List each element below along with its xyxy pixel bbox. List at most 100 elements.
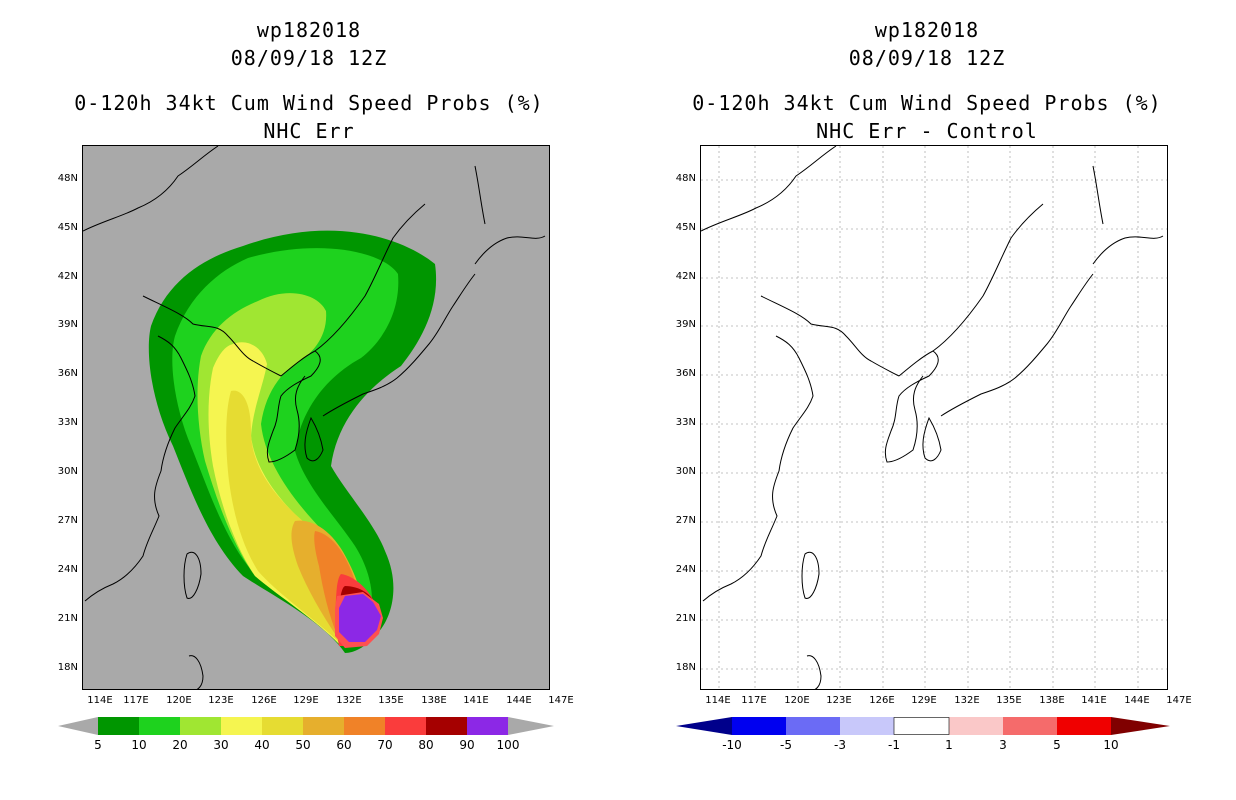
korea-peninsula (266, 350, 321, 463)
japan-kyushu (304, 416, 324, 462)
taiwan (183, 551, 202, 599)
china-north-coast (701, 146, 837, 232)
lat-label: 42N (57, 271, 78, 282)
colorbar-label: -10 (722, 738, 742, 752)
method-title: NHC Err (263, 119, 355, 143)
hokkaido (1092, 235, 1164, 265)
lat-label: 45N (57, 222, 78, 233)
yellow-sea-west-coast (157, 335, 196, 472)
colorbar-label: 70 (377, 738, 393, 752)
lon-label: 123E (208, 695, 234, 706)
datetime-title: 08/09/18 12Z (230, 46, 388, 70)
storm-id-title: wp182018 (256, 18, 362, 42)
yellow-sea-west-coast (775, 335, 814, 472)
bohai-coast (142, 295, 282, 377)
colorbar-swatch (262, 717, 303, 735)
colorbar-swatch (786, 717, 840, 735)
east-china-coast (702, 470, 780, 602)
lon-label: 138E (1039, 695, 1065, 706)
china-north-coast (83, 146, 219, 232)
map-canvas (701, 146, 1167, 689)
colorbar-label: 1 (945, 738, 953, 752)
lat-label: 27N (675, 515, 696, 526)
lon-label: 123E (826, 695, 852, 706)
lon-label: 114E (705, 695, 731, 706)
lat-label: 30N (675, 466, 696, 477)
colorbar-swatch (467, 717, 508, 735)
colorbar-label: 20 (172, 738, 188, 752)
right-panel: wp182018 08/09/18 12Z 0-120h 34kt Cum Wi… (618, 0, 1236, 800)
lat-label: 24N (57, 564, 78, 575)
colorbar-swatch (894, 717, 949, 735)
colorbar-label: 60 (336, 738, 352, 752)
lon-label: 114E (87, 695, 113, 706)
lon-label: 144E (1124, 695, 1150, 706)
japan-honshu (322, 273, 476, 417)
lat-label: 21N (675, 613, 696, 624)
difference-map (700, 145, 1168, 690)
lon-label: 135E (378, 695, 404, 706)
lat-label: 39N (57, 319, 78, 330)
lat-label: 48N (57, 173, 78, 184)
method-title: NHC Err - Control (816, 119, 1038, 143)
lat-label: 24N (675, 564, 696, 575)
colorbar-label: 50 (295, 738, 311, 752)
colorbar-label: 30 (213, 738, 229, 752)
lat-label: 33N (675, 417, 696, 428)
datetime-title: 08/09/18 12Z (848, 46, 1006, 70)
colorbar-swatch (139, 717, 180, 735)
probability-map (82, 145, 550, 690)
colorbar-label: 3 (999, 738, 1007, 752)
colorbar-label: -1 (888, 738, 900, 752)
colorbar-swatch (344, 717, 385, 735)
colorbar-end-right (1111, 717, 1170, 735)
product-title: 0-120h 34kt Cum Wind Speed Probs (%) (74, 91, 544, 115)
lat-label: 39N (675, 319, 696, 330)
coastlines (83, 146, 546, 689)
lon-label: 117E (741, 695, 767, 706)
prob-contour-100 (339, 594, 381, 642)
bohai-coast (760, 295, 900, 377)
colorbar-swatch (1003, 717, 1057, 735)
graticule (701, 146, 1167, 689)
lat-label: 21N (57, 613, 78, 624)
lon-label: 120E (166, 695, 192, 706)
lon-label: 138E (421, 695, 447, 706)
colorbar-swatch (426, 717, 467, 735)
product-title: 0-120h 34kt Cum Wind Speed Probs (%) (692, 91, 1162, 115)
colorbar-white-outline (893, 717, 950, 735)
lon-label: 147E (548, 695, 574, 706)
colorbar-swatch (98, 717, 139, 735)
east-china-coast (84, 470, 162, 602)
colorbar-swatch (1057, 717, 1111, 735)
taiwan (801, 551, 820, 599)
colorbar-swatch (180, 717, 221, 735)
difference-colorbar (676, 717, 1170, 735)
lat-label: 18N (675, 662, 696, 673)
lon-label: 126E (251, 695, 277, 706)
colorbar-label: 100 (496, 738, 520, 752)
colorbar-label: -3 (834, 738, 846, 752)
lon-label: 117E (123, 695, 149, 706)
colorbar-label: 80 (418, 738, 434, 752)
storm-id-title: wp182018 (874, 18, 980, 42)
colorbar-swatch (385, 717, 426, 735)
colorbar-label: 10 (1103, 738, 1119, 752)
lat-label: 18N (57, 662, 78, 673)
lon-label: 132E (954, 695, 980, 706)
hokkaido (474, 235, 546, 265)
coastlines (701, 146, 1164, 689)
lat-label: 36N (57, 368, 78, 379)
lon-label: 126E (869, 695, 895, 706)
map-background (701, 146, 1167, 689)
lat-label: 42N (675, 271, 696, 282)
probability-colorbar (58, 717, 554, 735)
lon-label: 132E (336, 695, 362, 706)
lon-label: 141E (463, 695, 489, 706)
manchuria-coast (314, 203, 426, 352)
manchuria-coast (932, 203, 1044, 352)
lon-label: 120E (784, 695, 810, 706)
lon-label: 129E (293, 695, 319, 706)
left-panel: wp182018 08/09/18 12Z 0-120h 34kt Cum Wi… (57, 18, 574, 752)
lat-label: 33N (57, 417, 78, 428)
